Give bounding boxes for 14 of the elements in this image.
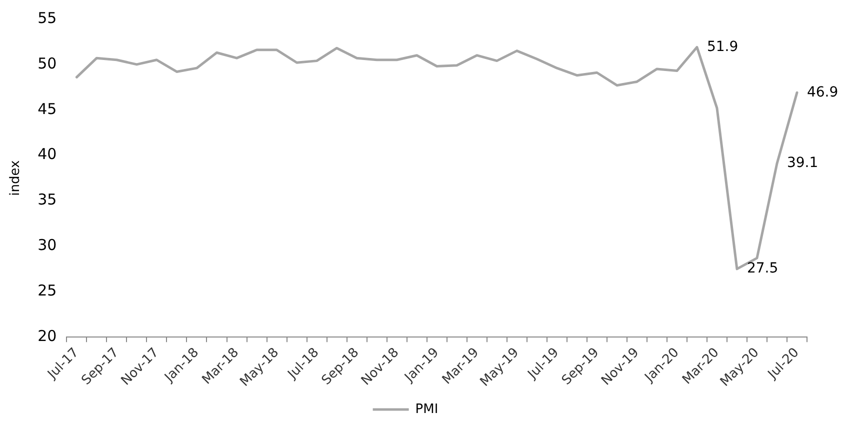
- y-tick-label: 35: [38, 190, 57, 209]
- y-tick-label: 25: [38, 282, 57, 300]
- y-tick-label: 45: [38, 100, 57, 118]
- data-label: 39.1: [786, 155, 818, 172]
- y-tick-label: 20: [38, 327, 57, 346]
- data-label: 46.9: [806, 84, 838, 100]
- data-label: 27.5: [746, 260, 778, 277]
- y-tick-label: 55: [38, 8, 57, 27]
- y-tick-label: 40: [38, 145, 57, 164]
- y-axis-title: index: [8, 160, 24, 196]
- legend-label: PMI: [415, 402, 438, 417]
- data-label: 51.9: [706, 38, 738, 55]
- y-tick-label: 50: [38, 54, 57, 72]
- y-tick-label: 30: [38, 236, 57, 254]
